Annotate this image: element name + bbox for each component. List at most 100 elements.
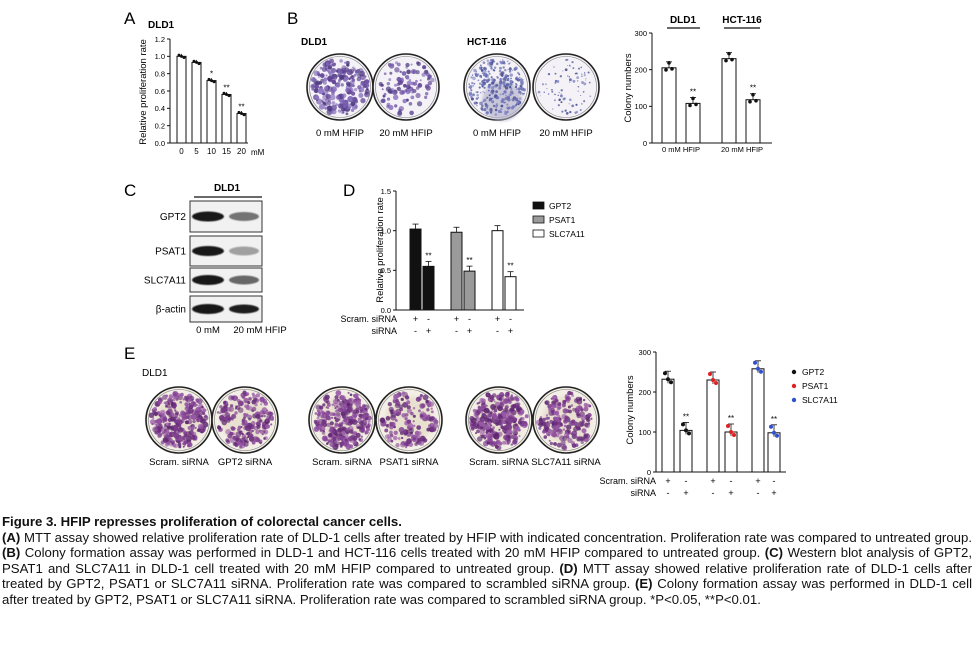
blot-band-psat1-hfip xyxy=(229,246,259,256)
panel-e-point-gpt2 xyxy=(669,380,673,385)
panel-d-legend-swatch-slc7a11 xyxy=(532,229,545,238)
panel-b-point xyxy=(691,96,695,101)
panel-d-legend-swatch-gpt2 xyxy=(532,201,545,210)
panel-a-bar-15 xyxy=(221,93,232,144)
panel-d-significance: ** xyxy=(507,262,513,271)
panel-e-legend-label-gpt2: GPT2 xyxy=(802,367,824,377)
panel-a-bar-0 xyxy=(176,55,187,144)
panel-e-cell-line: DLD1 xyxy=(142,368,168,379)
panel-b-bar xyxy=(721,58,737,144)
panel-b-point xyxy=(730,57,734,62)
panel-a-y-tick-label: 0.2 xyxy=(155,121,165,130)
panel-e-sign-scram: + xyxy=(665,476,670,486)
panel-a-bar-10 xyxy=(206,80,217,144)
panel-e-sign-scram: - xyxy=(773,476,776,486)
panel-letter-a: A xyxy=(124,9,136,28)
panel-letter-b: B xyxy=(287,9,298,28)
panel-a-bar-20 xyxy=(236,113,247,144)
panel-b-x-label-1: 0 mM HFIP xyxy=(662,145,700,154)
panel-d-sign-scram: + xyxy=(454,314,459,324)
panel-b-point xyxy=(670,67,674,71)
panel-a-significance: ** xyxy=(238,103,244,112)
panel-d-bar-slc7a11 xyxy=(504,276,517,311)
panel-e-y-tick-label: 300 xyxy=(638,348,651,357)
panel-b-ylabel: Colony numbers xyxy=(623,53,634,122)
panel-e-point-slc7a11 xyxy=(753,360,757,365)
panel-b-point xyxy=(724,58,728,63)
panel-e-point-slc7a11 xyxy=(759,369,763,374)
panel-b-dish-label-4: 20 mM HFIP xyxy=(539,128,592,139)
panel-d-sign-scram: + xyxy=(413,314,418,324)
panel-b-bar xyxy=(661,67,677,144)
panel-d-sign-sirna: - xyxy=(496,326,499,336)
panel-e-dish-label-4: PSAT1 siRNA xyxy=(380,457,440,468)
panel-e-significance: ** xyxy=(771,415,777,424)
panel-a-point xyxy=(182,56,186,60)
panel-b-point xyxy=(748,99,752,104)
panel-d-y-tick-label: 1.5 xyxy=(381,187,391,196)
panel-b-chart-group-2: HCT-116 xyxy=(722,15,762,26)
panel-d-row-label-scram: Scram. siRNA xyxy=(340,314,397,324)
panel-d-legend-label-psat1: PSAT1 xyxy=(549,215,576,225)
blot-band-psat1-control xyxy=(192,246,224,256)
panel-b-group-title-2: HCT-116 xyxy=(467,37,507,48)
blot-label-beta-actin: β-actin xyxy=(156,305,186,316)
panel-b-y-tick-label: 300 xyxy=(634,29,647,38)
panel-e-dish-label-3: Scram. siRNA xyxy=(312,457,372,468)
panel-letter-d: D xyxy=(343,181,355,200)
panel-b-group-title-1: DLD1 xyxy=(301,37,328,48)
figure-panels: A DLD1 B C D E DLD1 Relative proliferati… xyxy=(124,9,838,498)
panel-d-sign-sirna: - xyxy=(455,326,458,336)
panel-e-point-psat1 xyxy=(726,424,730,428)
panel-e-point-psat1 xyxy=(732,433,736,437)
blot-label-gpt2: GPT2 xyxy=(160,212,187,223)
panel-a-x-unit: mM xyxy=(251,148,265,157)
panel-b-point xyxy=(694,102,698,107)
panel-e-point-gpt2 xyxy=(666,377,670,382)
panel-e-dish-label-2: GPT2 siRNA xyxy=(218,457,273,468)
caption-label-d: (D) xyxy=(559,560,578,576)
panel-d-bar-chart: Relative proliferation rate Scram. siRNA… xyxy=(340,187,585,336)
panel-c-lane-label-1: 0 mM xyxy=(196,325,220,336)
caption-text-e: Colony formation assay was performed in … xyxy=(2,576,972,607)
panel-e-dish-2 xyxy=(211,386,279,454)
panel-b-dish-dld1-hfip xyxy=(372,53,440,121)
panel-e-point-slc7a11 xyxy=(756,366,760,371)
blot-band-slc7a11-hfip xyxy=(229,275,259,285)
panel-a-point xyxy=(242,113,246,117)
panel-e-point-gpt2 xyxy=(684,428,688,433)
caption-text-c: Western blot analysis of GPT2, PSAT1 and… xyxy=(2,545,972,576)
panel-e-point-slc7a11 xyxy=(775,433,779,438)
panel-a-point xyxy=(207,77,211,81)
panel-d-sign-sirna: - xyxy=(414,326,417,336)
panel-b-y-tick-label: 100 xyxy=(634,102,647,111)
panel-e-y-tick-label: 100 xyxy=(638,428,651,437)
panel-a-cell-line: DLD1 xyxy=(148,20,175,31)
caption-label-b: (B) xyxy=(2,545,21,561)
panel-e-y-tick-label: 200 xyxy=(638,388,651,397)
blot-band-slc7a11-control xyxy=(192,275,224,285)
panel-e-dish-label-5: Scram. siRNA xyxy=(469,457,529,468)
blot-band-beta-actin-hfip xyxy=(229,304,259,314)
panel-letter-c: C xyxy=(124,181,136,200)
panel-e-sign-scram: + xyxy=(710,476,715,486)
panel-b-point xyxy=(751,92,755,97)
blot-band-gpt2-hfip xyxy=(229,212,259,221)
panel-d-bar-slc7a11 xyxy=(491,230,504,311)
panel-e-row-label-scram: Scram. siRNA xyxy=(599,476,656,486)
panel-e-dish-label-6: SLC7A11 siRNA xyxy=(531,457,601,468)
panel-e-legend-marker-slc7a11 xyxy=(791,397,797,403)
panel-e-sign-sirna: + xyxy=(683,488,688,498)
panel-e-bar-psat1 xyxy=(724,431,738,473)
panel-a-point xyxy=(237,110,241,114)
panel-a-ylabel: Relative proliferation rate xyxy=(138,39,149,145)
panel-e-colony-dishes: Scram. siRNA GPT2 siRNA Scram. siRNA PSAT1 … xyxy=(145,386,601,468)
panel-e-legend-marker-psat1 xyxy=(791,383,797,389)
panel-e-dish-label-1: Scram. siRNA xyxy=(149,457,209,468)
panel-a-point xyxy=(192,59,196,63)
panel-e-point-psat1 xyxy=(711,378,715,382)
panel-b-significance: ** xyxy=(690,87,696,96)
panel-e-sign-sirna: - xyxy=(757,488,760,498)
panel-e-point-gpt2 xyxy=(687,431,691,436)
panel-b-point xyxy=(664,68,668,72)
